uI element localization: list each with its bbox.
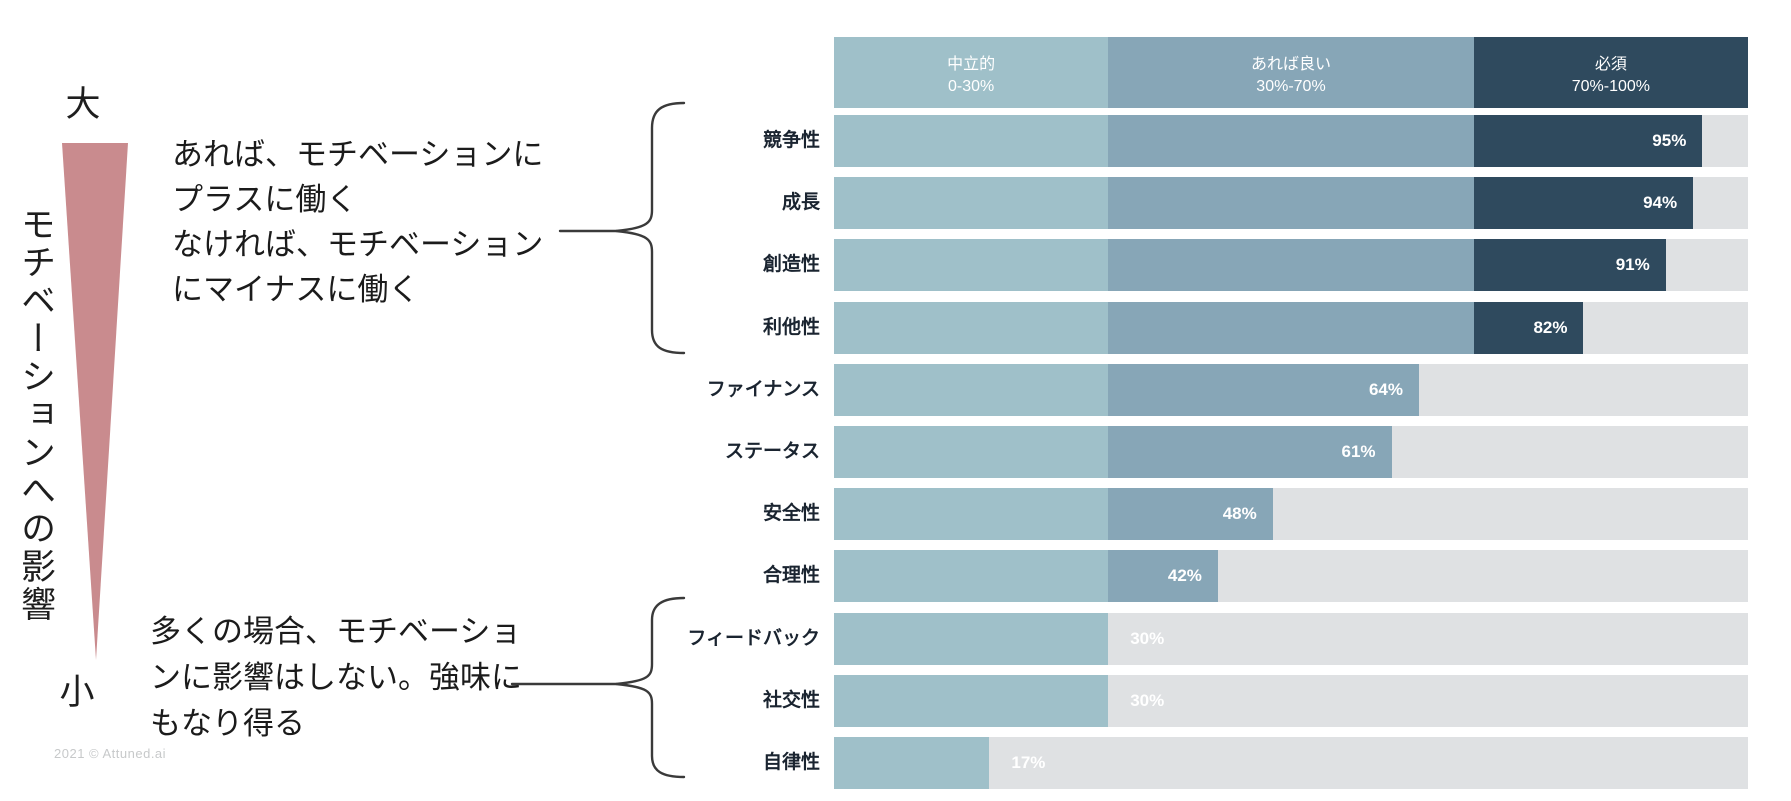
impact-axis-min-label: 小	[59, 673, 95, 712]
category-label: 成長	[781, 192, 820, 214]
bar-row: フィードバック 30%	[687, 612, 1748, 665]
category-label: 社交性	[762, 689, 820, 711]
bar-segment	[1473, 239, 1666, 292]
bar-value-label: 48%	[1222, 504, 1257, 524]
bar-row: 自律性 17%	[763, 737, 1748, 789]
bar-row: 競争性 95%	[763, 115, 1748, 167]
bar-row: 安全性 48%	[763, 488, 1748, 541]
bar-segment	[1108, 426, 1392, 478]
bar-track: 42%	[834, 550, 1748, 603]
bar-row: 利他性 82%	[763, 301, 1748, 354]
category-label: 安全性	[762, 503, 820, 525]
bar-value-label: 42%	[1167, 566, 1202, 586]
bar-segment	[834, 488, 1109, 541]
impact-arrow-shape	[62, 143, 128, 660]
legend-zone-label: 中立的	[947, 55, 996, 73]
bar-segment	[834, 426, 1109, 478]
annotation-line: にマイナスに働く	[172, 272, 420, 307]
bar-segment	[1108, 115, 1474, 167]
annotation-neutral-impact: 多くの場合、モチベーショ ンに影響はしない。強味に もなり得る	[150, 609, 522, 747]
bar-segment	[1473, 115, 1703, 167]
bar-value-label: 17%	[1011, 753, 1046, 772]
bar-segment	[1108, 550, 1218, 603]
bar-value-label: 30%	[1130, 628, 1165, 648]
bar-segment	[834, 612, 1109, 665]
annotation-line: あれば、モチベーションに	[172, 137, 544, 172]
bar-track: 61%	[834, 426, 1748, 478]
category-label: 創造性	[762, 254, 820, 276]
copyright-text: 2021 © Attuned.ai	[54, 746, 167, 761]
legend-zone-range: 70%-100%	[1571, 77, 1651, 95]
bar-segment	[834, 239, 1109, 292]
bar-track: 95%	[834, 115, 1748, 167]
bar-segment	[834, 301, 1109, 354]
bar-segment	[834, 177, 1109, 230]
category-label: 合理性	[762, 565, 820, 587]
category-label: フィードバック	[687, 627, 820, 649]
category-label: 自律性	[762, 752, 820, 773]
bar-value-label: 61%	[1341, 442, 1376, 461]
bar-chart: 中立的 0-30% あれば良い 30%-70% 必須 70%-100% 競争性 95% 成長 9…	[687, 37, 1748, 792]
legend-zone-label: あれば良い	[1250, 55, 1331, 73]
annotation-line: プラスに働く	[172, 182, 358, 217]
legend-zone: 中立的 0-30%	[834, 37, 1109, 108]
bar-value-label: 94%	[1643, 193, 1678, 213]
annotation-line: なければ、モチベーション	[172, 227, 544, 262]
bar-row: ステータス 61%	[725, 426, 1748, 478]
annotation-line: 多くの場合、モチベーショ	[150, 614, 522, 649]
bar-track: 30%	[834, 674, 1748, 727]
legend-zone-label: 必須	[1594, 55, 1627, 73]
category-label: 利他性	[762, 316, 820, 338]
bar-segment	[1108, 363, 1419, 416]
bar-segment	[1108, 301, 1474, 354]
annotation-line: もなり得る	[150, 706, 305, 741]
category-label: ファイナンス	[706, 378, 820, 400]
bar-segment	[1108, 239, 1474, 292]
legend-zone-range: 0-30%	[947, 77, 995, 95]
annotation-positive-impact: あれば、モチベーションに プラスに働くなければ、モチベーション にマイナスに働く	[172, 132, 543, 312]
bar-track: 64%	[834, 363, 1748, 416]
bar-segment	[1108, 488, 1273, 541]
impact-arrow	[62, 143, 128, 660]
bar-segment	[834, 674, 1109, 727]
impact-axis-max-label: 大	[65, 85, 101, 124]
bar-row: 創造性 91%	[763, 239, 1748, 292]
bar-segment	[1473, 301, 1584, 354]
bar-row: 合理性 42%	[763, 550, 1748, 603]
bar-track: 91%	[834, 239, 1748, 292]
category-label: ステータス	[724, 441, 820, 462]
legend-zone-range: 30%-70%	[1256, 77, 1326, 95]
bar-segment	[1108, 177, 1474, 230]
bar-row: 社交性 30%	[763, 674, 1748, 727]
bar-value-label: 91%	[1615, 255, 1650, 275]
bar-track: 17%	[834, 737, 1748, 789]
bar-row: 成長 94%	[782, 177, 1748, 230]
bar-value-label: 64%	[1368, 379, 1403, 399]
bar-row: ファイナンス 64%	[707, 363, 1748, 416]
impact-axis-title: モチベーションへの影響	[16, 206, 55, 624]
bar-track: 82%	[834, 301, 1748, 354]
bar-segment	[834, 115, 1109, 167]
bar-track: 48%	[834, 488, 1748, 541]
category-label: 競争性	[762, 130, 820, 151]
bar-segment	[834, 737, 990, 789]
bar-segment	[1473, 177, 1694, 230]
bar-track: 30%	[834, 612, 1748, 665]
bar-segment	[834, 363, 1109, 416]
annotation-line: ンに影響はしない。強味に	[150, 660, 522, 695]
legend-zone: 必須 70%-100%	[1473, 37, 1748, 108]
legend-zone: あれば良い 30%-70%	[1108, 37, 1474, 108]
bar-track: 94%	[834, 177, 1748, 230]
bar-value-label: 82%	[1533, 317, 1568, 337]
bar-value-label: 95%	[1652, 131, 1687, 150]
bar-value-label: 30%	[1130, 690, 1165, 710]
bar-segment	[834, 550, 1109, 603]
